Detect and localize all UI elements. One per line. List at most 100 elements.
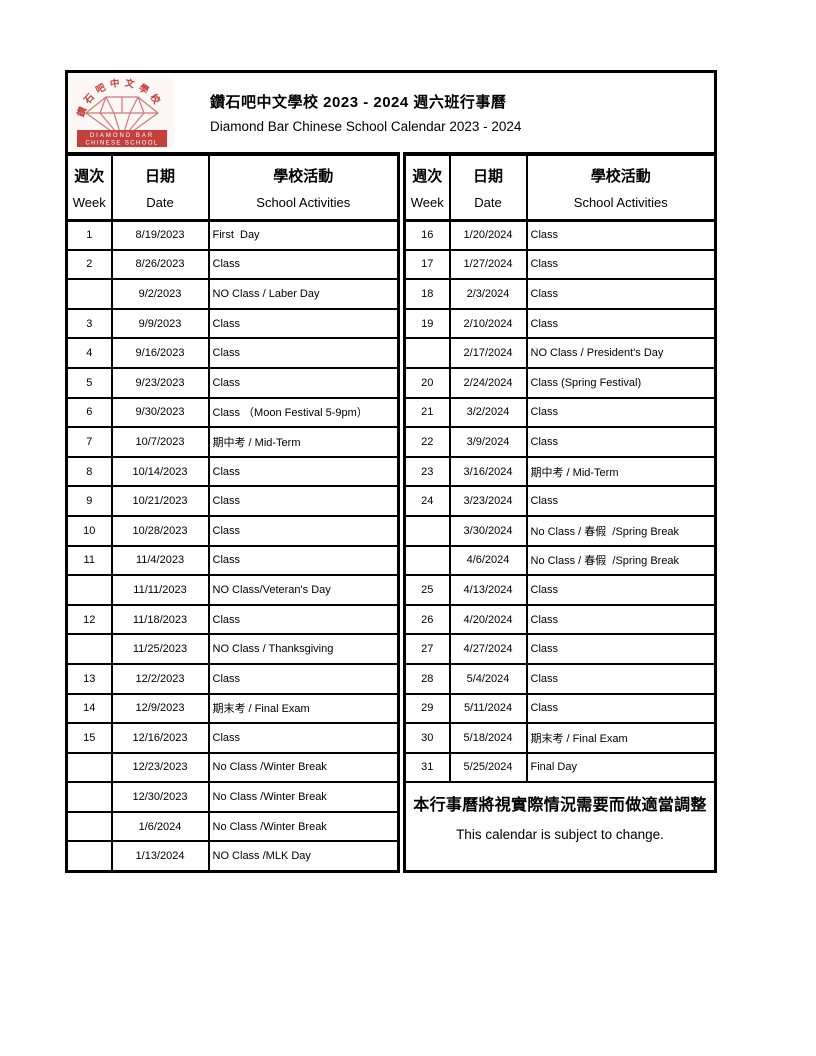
date-cell: 5/4/2024 [448, 662, 528, 695]
week-header-chinese: 週次 [74, 167, 105, 185]
date-cell: 12/2/2023 [110, 662, 210, 695]
activities-header-chinese: 學校活動 [590, 167, 651, 185]
activity-cell: Class [207, 248, 400, 281]
week-cell: 27 [403, 633, 451, 665]
table-row: 11 11/4/2023 Class [65, 544, 400, 577]
table-row: 12 11/18/2023 Class [65, 603, 400, 636]
date-cell: 4/27/2024 [448, 633, 528, 665]
week-cell: 12 [65, 603, 113, 636]
date-cell: 9/30/2023 [110, 396, 210, 429]
fall-semester-table: 週次 Week 日期 Date 學校活動 School Activities 1… [65, 152, 400, 873]
activity-cell: Class [525, 396, 717, 429]
week-cell [65, 751, 113, 784]
date-cell: 11/25/2023 [110, 633, 210, 665]
week-cell: 20 [403, 366, 451, 399]
date-cell: 4/6/2024 [448, 544, 528, 577]
date-cell: 8/26/2023 [110, 248, 210, 281]
table-row: 8 10/14/2023 Class [65, 455, 400, 488]
activity-cell: Class [207, 455, 400, 488]
date-cell: 11/11/2023 [110, 574, 210, 606]
week-cell [65, 810, 113, 843]
date-cell: 3/23/2024 [448, 485, 528, 517]
week-cell: 6 [65, 396, 113, 429]
week-cell: 28 [403, 662, 451, 695]
table-row: 14 12/9/2023 期末考 / Final Exam [65, 692, 400, 725]
page-title-english: Diamond Bar Chinese School Calendar 2023… [210, 119, 522, 134]
date-cell: 1/20/2024 [448, 219, 528, 251]
week-cell: 25 [403, 574, 451, 606]
table-row: 21 3/2/2024 Class [403, 396, 717, 429]
activity-cell: Class [525, 574, 717, 606]
date-cell: 10/7/2023 [110, 426, 210, 458]
week-cell [65, 840, 113, 873]
table-row: 9/2/2023 NO Class / Laber Day [65, 278, 400, 310]
week-cell [403, 514, 451, 547]
activity-cell: Final Day [525, 751, 717, 784]
activity-cell: First Day [207, 219, 400, 251]
table-row: 9 10/21/2023 Class [65, 485, 400, 517]
date-cell: 9/2/2023 [110, 278, 210, 310]
date-column-header: 日期 Date [110, 153, 210, 222]
date-header-chinese: 日期 [144, 167, 175, 185]
table-row: 7 10/7/2023 期中考 / Mid-Term [65, 426, 400, 458]
table-row: 24 3/23/2024 Class [403, 485, 717, 517]
date-cell: 9/9/2023 [110, 307, 210, 340]
week-cell: 24 [403, 485, 451, 517]
week-cell: 22 [403, 426, 451, 458]
activity-cell: NO Class/Veteran's Day [207, 574, 400, 606]
table-row: 13 12/2/2023 Class [65, 662, 400, 695]
activity-cell: No Class /Winter Break [207, 810, 400, 843]
week-cell: 9 [65, 485, 113, 517]
table-row: 17 1/27/2024 Class [403, 248, 717, 281]
activity-cell: Class [525, 692, 717, 725]
activity-cell: No Class / 春假 /Spring Break [525, 514, 717, 547]
table-row: 15 12/16/2023 Class [65, 722, 400, 754]
date-cell: 2/3/2024 [448, 278, 528, 310]
activity-cell: Class [207, 722, 400, 754]
activity-cell: No Class /Winter Break [207, 751, 400, 784]
week-cell: 21 [403, 396, 451, 429]
activity-cell: Class [525, 485, 717, 517]
week-header-chinese: 週次 [412, 167, 443, 185]
week-cell: 19 [403, 307, 451, 340]
activity-cell: Class [207, 485, 400, 517]
logo-banner: DIAMOND BAR CHINESE SCHOOL [77, 129, 167, 147]
activity-cell: Class (Spring Festival) [525, 366, 717, 399]
activity-cell: NO Class / Thanksgiving [207, 633, 400, 665]
date-cell: 3/30/2024 [448, 514, 528, 547]
activity-cell: Class [207, 366, 400, 399]
date-cell: 3/9/2024 [448, 426, 528, 458]
week-cell: 10 [65, 514, 113, 547]
disclaimer-row: 本行事曆將視實際情況需要而做適當調整 This calendar is subj… [403, 781, 717, 873]
activity-cell: Class [207, 662, 400, 695]
activity-cell: Class [525, 426, 717, 458]
activities-column-header: 學校活動 School Activities [525, 153, 717, 222]
activity-cell: NO Class /MLK Day [207, 840, 400, 873]
date-cell: 4/20/2024 [448, 603, 528, 636]
week-cell: 5 [65, 366, 113, 399]
date-cell: 5/11/2024 [448, 692, 528, 725]
week-cell: 30 [403, 722, 451, 754]
page-title-chinese: 鑽石吧中文學校 2023 - 2024 週六班行事曆 [210, 94, 507, 111]
logo-banner-line2: CHINESE SCHOOL [85, 140, 158, 146]
table-row: 6 9/30/2023 Class （Moon Festival 5-9pm） [65, 396, 400, 429]
activity-cell: Class [525, 219, 717, 251]
date-cell: 12/9/2023 [110, 692, 210, 725]
activity-cell: NO Class / President's Day [525, 337, 717, 369]
week-cell: 8 [65, 455, 113, 488]
table-row: 1 8/19/2023 First Day [65, 219, 400, 251]
table-row: 30 5/18/2024 期末考 / Final Exam [403, 722, 717, 754]
table-row: 11/11/2023 NO Class/Veteran's Day [65, 574, 400, 606]
activity-cell: Class （Moon Festival 5-9pm） [207, 396, 400, 429]
date-cell: 2/17/2024 [448, 337, 528, 369]
table-row: 1/6/2024 No Class /Winter Break [65, 810, 400, 843]
date-cell: 12/16/2023 [110, 722, 210, 754]
date-cell: 10/14/2023 [110, 455, 210, 488]
table-row: 10 10/28/2023 Class [65, 514, 400, 547]
week-column-header: 週次 Week [403, 153, 451, 222]
table-row: 4/6/2024 No Class / 春假 /Spring Break [403, 544, 717, 577]
table-row: 20 2/24/2024 Class (Spring Festival) [403, 366, 717, 399]
date-cell: 3/2/2024 [448, 396, 528, 429]
header-band: 鑽石吧中文學校 DIAMOND BAR CHINESE SCHOOL 鑽石吧中文… [65, 70, 717, 152]
